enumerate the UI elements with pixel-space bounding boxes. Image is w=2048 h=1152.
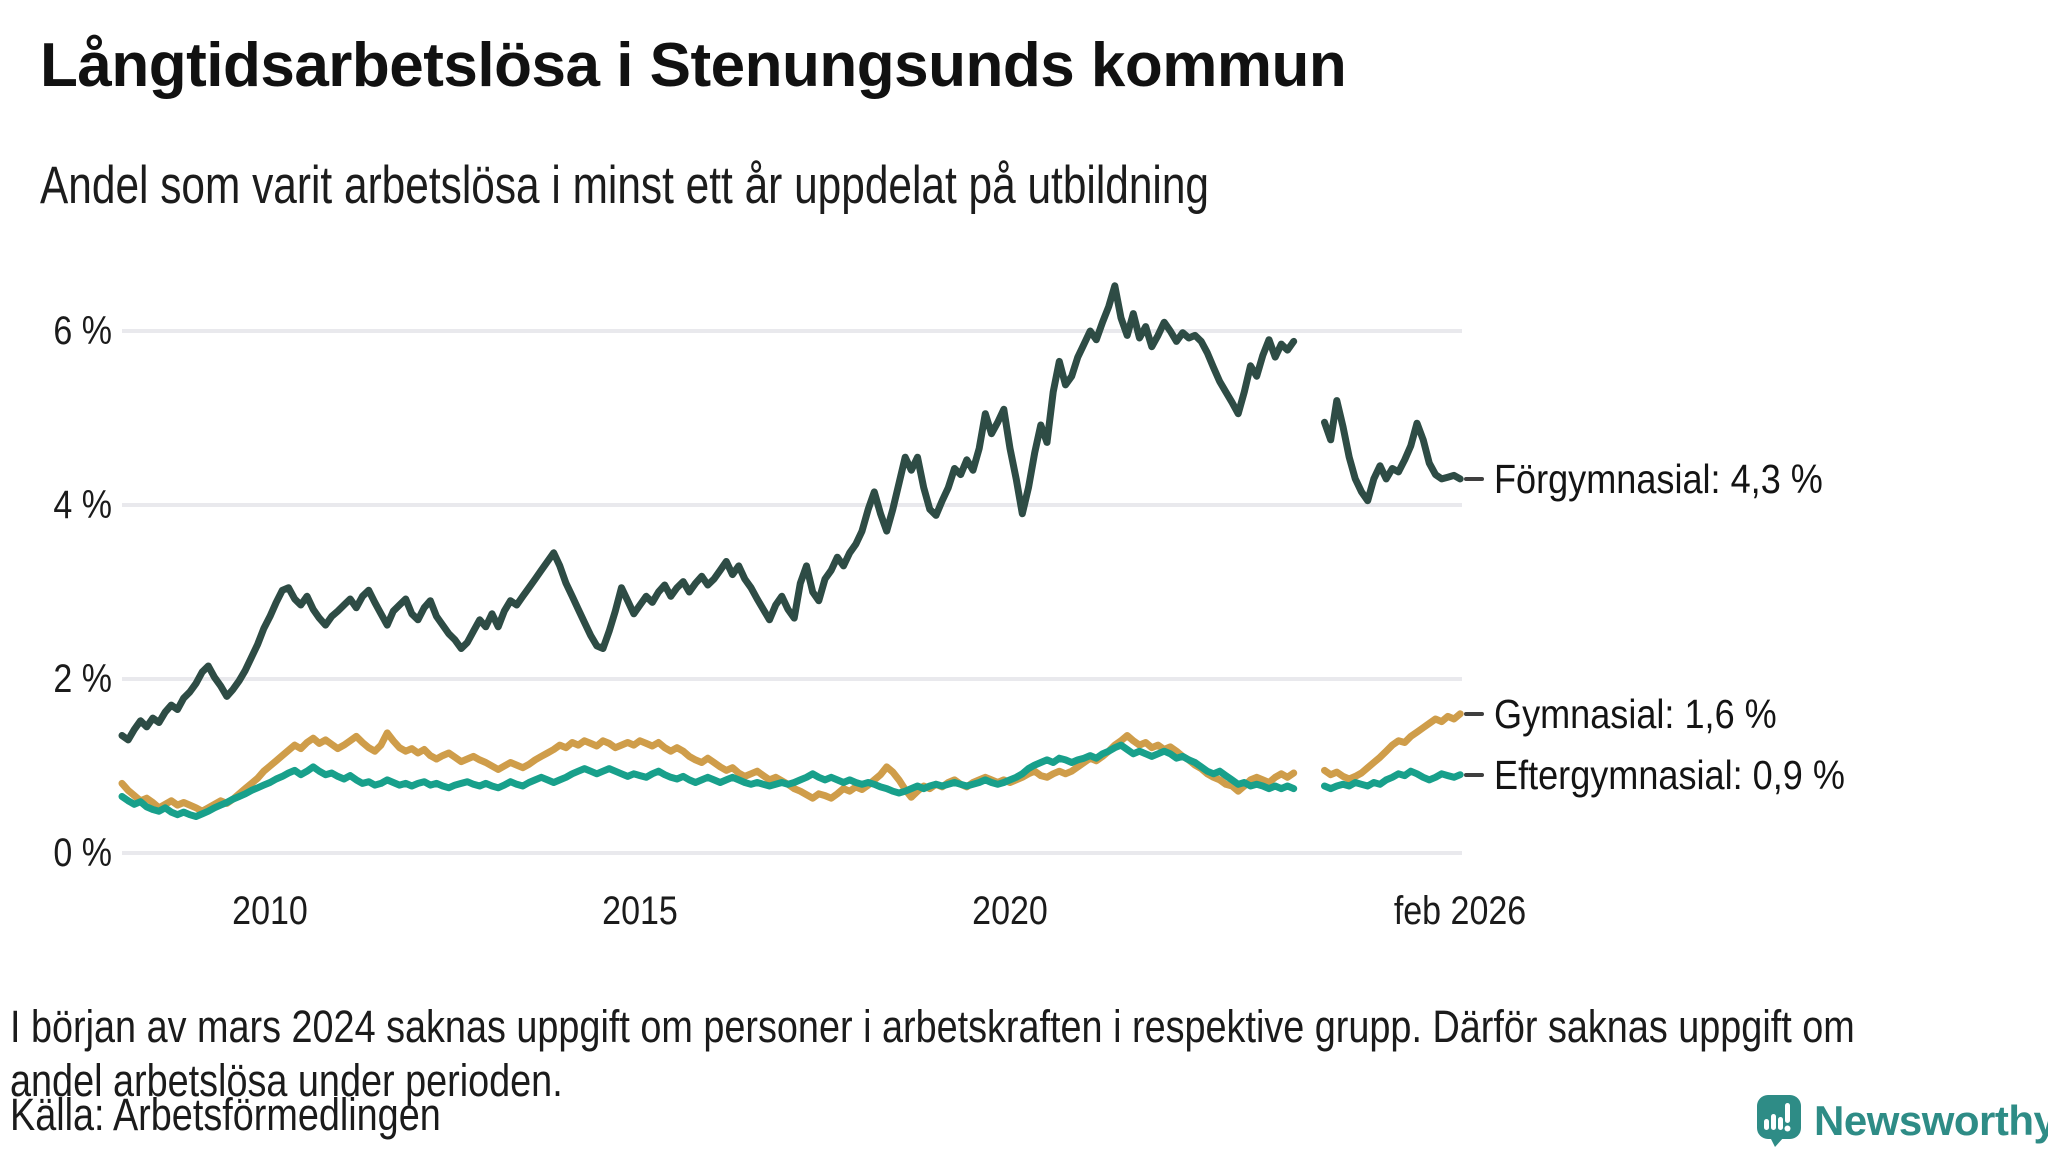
x-tick-label: feb 2026 bbox=[1393, 889, 1527, 933]
source-label: Källa: Arbetsförmedlingen bbox=[10, 1089, 441, 1140]
newsworthy-logo: Newsworthy bbox=[1756, 1094, 2048, 1148]
x-tick-label: 2010 bbox=[232, 889, 308, 933]
series-label-eftergymnasial: Eftergymnasial: 0,9 % bbox=[1464, 748, 1893, 802]
series-label-förgymnasial: Förgymnasial: 4,3 % bbox=[1464, 452, 1868, 506]
chart-title: Långtidsarbetslösa i Stenungsunds kommun bbox=[40, 31, 1347, 100]
series-label-text: Eftergymnasial: 0,9 % bbox=[1494, 751, 1845, 798]
series-label-gymnasial: Gymnasial: 1,6 % bbox=[1464, 687, 1815, 741]
y-tick-label: 2 % bbox=[53, 657, 112, 701]
series-line-gymnasial bbox=[1321, 710, 1464, 783]
series-label-text: Gymnasial: 1,6 % bbox=[1494, 690, 1777, 737]
label-dash bbox=[1464, 711, 1484, 716]
x-tick-label: 2015 bbox=[602, 889, 678, 933]
series-label-text: Förgymnasial: 4,3 % bbox=[1494, 455, 1823, 502]
label-dash bbox=[1464, 772, 1484, 777]
series-line-förgymnasial bbox=[118, 282, 1298, 744]
footnote-line: I början av mars 2024 saknas uppgift om … bbox=[10, 1001, 1855, 1052]
footnote: I början av mars 2024 saknas uppgift om … bbox=[10, 1000, 1855, 1108]
footnote-line: andel arbetslösa under perioden. bbox=[10, 1055, 563, 1106]
y-tick-label: 6 % bbox=[53, 309, 112, 353]
y-tick-label: 4 % bbox=[53, 483, 112, 527]
newsworthy-icon bbox=[1757, 1095, 1801, 1147]
series-line-eftergymnasial bbox=[1321, 767, 1464, 793]
series-line-eftergymnasial bbox=[118, 741, 1298, 820]
label-dash bbox=[1464, 476, 1484, 481]
newsworthy-wordmark: Newsworthy bbox=[1814, 1097, 2048, 1144]
chart-subtitle: Andel som varit arbetslösa i minst ett å… bbox=[40, 156, 1210, 215]
series-line-förgymnasial bbox=[1321, 397, 1464, 505]
y-tick-label: 0 % bbox=[53, 831, 112, 875]
x-tick-label: 2020 bbox=[972, 889, 1048, 933]
